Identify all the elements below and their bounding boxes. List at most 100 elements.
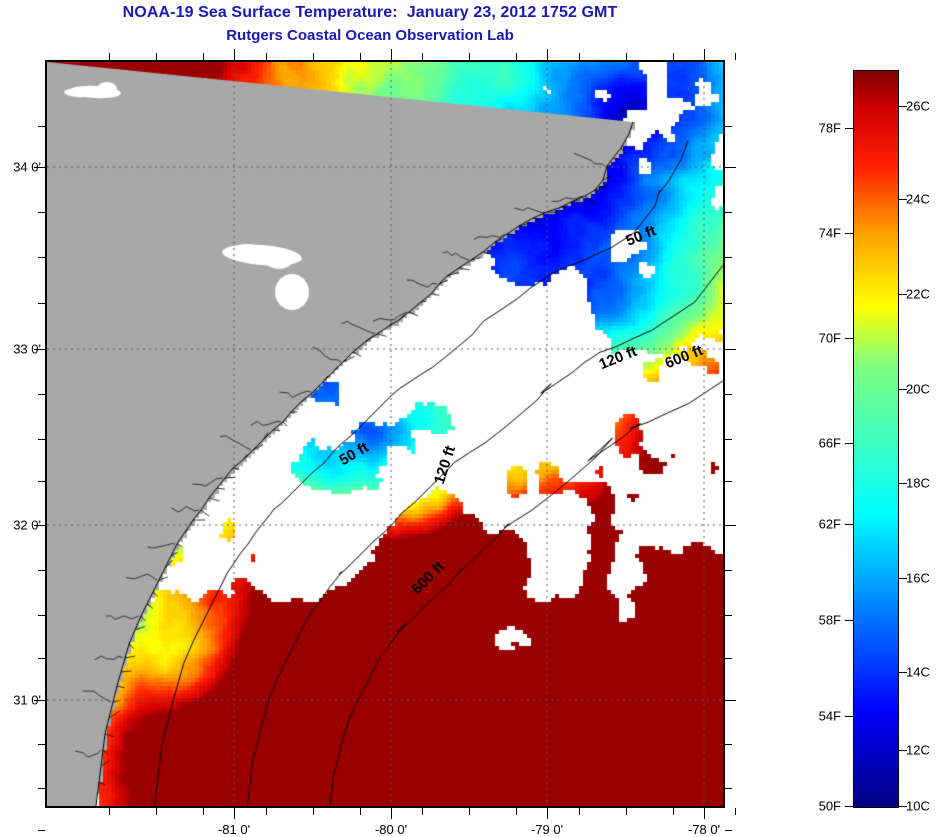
colorbar-gradient (854, 71, 898, 807)
axis-tick-x-minor (156, 53, 157, 60)
axis-tick-x-minor (626, 808, 627, 815)
axis-tick-x-minor (109, 53, 110, 60)
axis-label-y: 33 0' (13, 341, 41, 357)
axis-tick-y-minor (725, 788, 732, 789)
axis-tick-x-minor (469, 53, 470, 60)
axis-tick-x-major (704, 49, 705, 60)
colorbar-tick-f (845, 806, 854, 807)
title-block: NOAA-19 Sea Surface Temperature: January… (0, 0, 740, 44)
axis-tick-x-major (234, 49, 235, 60)
axis-tick-y-major (725, 700, 736, 701)
axis-label-y: 32 0' (13, 517, 41, 533)
axis-tick-y-minor (38, 303, 45, 304)
axis-tick-x-major (547, 49, 548, 60)
axis-tick-y-major (725, 349, 736, 350)
axis-tick-x-minor (516, 808, 517, 815)
axis-tick-y-minor (725, 744, 732, 745)
page-subtitle: Rutgers Coastal Ocean Observation Lab (226, 27, 514, 44)
axis-tick-x-minor (516, 53, 517, 60)
axis-tick-x-minor (266, 53, 267, 60)
axis-tick-y-minor (38, 394, 45, 395)
axis-label-x: -80 0' (374, 822, 408, 837)
axis-tick-x-minor (422, 53, 423, 60)
axis-tick-y-minor (725, 570, 732, 571)
colorbar-label-c: 20C (906, 381, 930, 397)
axis-tick-y-minor (725, 212, 732, 213)
colorbar-label-f: 74F (818, 225, 841, 241)
axis-label-x: -78 0' (687, 822, 721, 837)
axis-tick-y-major (34, 349, 45, 350)
colorbar-label-c: 24C (906, 191, 930, 207)
colorbar-tick-f (845, 443, 854, 444)
colorbar-tick-c (899, 294, 907, 295)
axis-tick-x-minor (579, 53, 580, 60)
axis-tick-x-minor (735, 53, 736, 60)
colorbar-label-f: 58F (818, 612, 841, 628)
axis-tick-x-minor (469, 808, 470, 815)
axis-tick-y-minor (38, 570, 45, 571)
colorbar-label-f: 66F (818, 435, 841, 451)
colorbar-tick-c (899, 389, 907, 390)
axis-label-x: -79 0' (530, 822, 564, 837)
axis-tick-y-minor (38, 212, 45, 213)
colorbar-tick-f (845, 338, 854, 339)
colorbar-tick-f (845, 233, 854, 234)
axis-tick-y-minor (38, 830, 45, 831)
axis-tick-y-minor (38, 481, 45, 482)
axis-tick-x-minor (203, 808, 204, 815)
colorbar-label-f: 50F (818, 798, 841, 814)
axis-tick-y-minor (725, 830, 732, 831)
colorbar-tick-f (845, 620, 854, 621)
colorbar-tick-c (899, 483, 907, 484)
axis-tick-y-minor (38, 615, 45, 616)
colorbar-tick-c (899, 106, 907, 107)
axis-tick-x-minor (735, 808, 736, 815)
axis-tick-y-minor (725, 481, 732, 482)
colorbar-label-f: 70F (818, 330, 841, 346)
page-title: NOAA-19 Sea Surface Temperature: January… (122, 4, 618, 21)
colorbar (853, 70, 899, 808)
axis-tick-y-minor (725, 126, 732, 127)
colorbar-label-f: 54F (818, 708, 841, 724)
colorbar-label-c: 22C (906, 286, 930, 302)
axis-tick-y-major (725, 525, 736, 526)
axis-tick-x-minor (360, 808, 361, 815)
axis-tick-y-minor (725, 394, 732, 395)
colorbar-tick-f (845, 524, 854, 525)
axis-tick-y-minor (38, 658, 45, 659)
axis-tick-x-minor (266, 808, 267, 815)
sst-map-canvas (47, 62, 723, 806)
axis-tick-y-minor (725, 615, 732, 616)
sst-map-frame: 50 ft 50 ft 120 ft 120 ft 600 ft 600 ft (45, 60, 725, 808)
axis-tick-x-minor (626, 53, 627, 60)
axis-tick-x-major (704, 808, 705, 819)
colorbar-label-f: 62F (818, 516, 841, 532)
axis-tick-x-minor (422, 808, 423, 815)
axis-tick-x-minor (579, 808, 580, 815)
colorbar-label-c: 10C (906, 798, 930, 814)
colorbar-label-c: 12C (906, 742, 930, 758)
axis-tick-y-major (34, 167, 45, 168)
axis-tick-x-minor (313, 53, 314, 60)
axis-tick-y-minor (725, 303, 732, 304)
axis-tick-x-major (391, 49, 392, 60)
axis-tick-x-minor (313, 808, 314, 815)
axis-tick-y-minor (38, 788, 45, 789)
colorbar-tick-c (899, 750, 907, 751)
axis-tick-x-minor (156, 808, 157, 815)
colorbar-tick-c (899, 199, 907, 200)
axis-label-y: 31 0' (13, 692, 41, 708)
axis-tick-y-minor (725, 439, 732, 440)
colorbar-tick-f (845, 716, 854, 717)
colorbar-label-c: 16C (906, 570, 930, 586)
axis-tick-y-minor (38, 744, 45, 745)
axis-label-x: -81 0' (217, 822, 251, 837)
colorbar-label-f: 78F (818, 120, 841, 136)
axis-tick-x-minor (109, 808, 110, 815)
axis-tick-x-major (547, 808, 548, 819)
axis-tick-x-minor (203, 53, 204, 60)
colorbar-label-c: 18C (906, 475, 930, 491)
axis-tick-y-minor (38, 439, 45, 440)
colorbar-tick-c (899, 672, 907, 673)
axis-tick-y-major (34, 700, 45, 701)
